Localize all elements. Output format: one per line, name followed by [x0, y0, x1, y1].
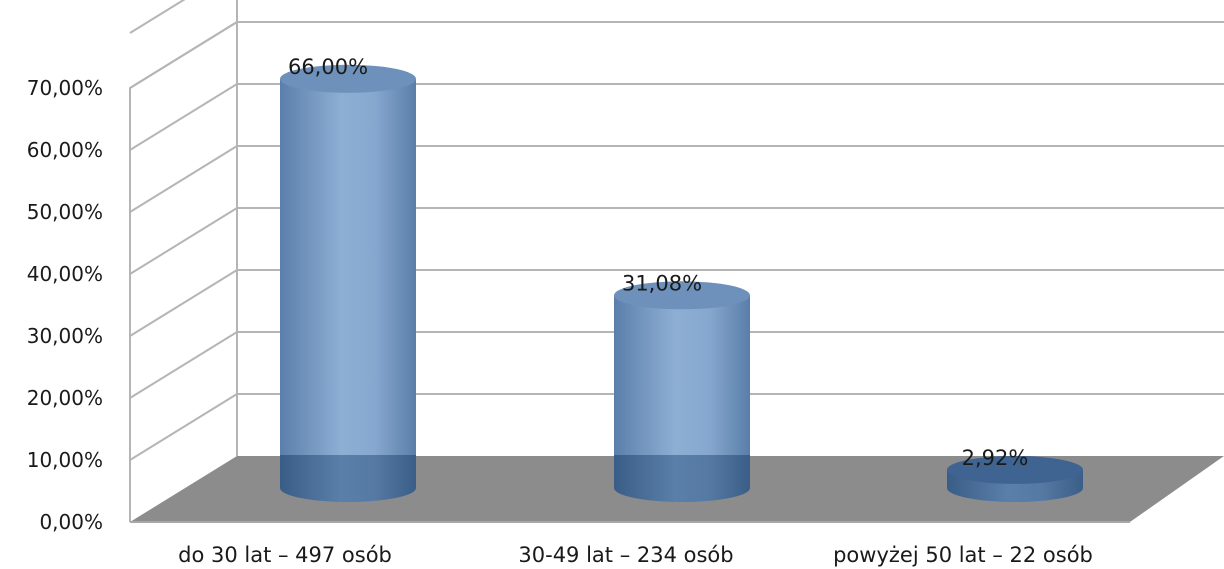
bar-body-shadowed	[614, 455, 750, 502]
data-label: 31,08%	[622, 271, 702, 295]
bars-group	[280, 64, 1083, 502]
bar-3	[947, 455, 1083, 502]
bar-body	[614, 295, 750, 455]
y-tick-label: 40,00%	[27, 262, 103, 286]
gridline-side	[129, 83, 238, 151]
gridline-side	[129, 145, 238, 213]
x-category-label: 30-49 lat – 234 osób	[518, 543, 733, 567]
bar-body	[280, 78, 416, 455]
gridline-side	[129, 331, 238, 399]
bar-top	[614, 281, 750, 310]
y-tick-label: 20,00%	[27, 386, 103, 410]
x-axis-category-labels: do 30 lat – 497 osób 30-49 lat – 234 osób…	[178, 543, 1093, 567]
y-tick-label: 10,00%	[27, 448, 103, 472]
y-tick-label: 0,00%	[39, 510, 103, 534]
gridline-side	[129, 21, 238, 89]
y-tick-label: 30,00%	[27, 324, 103, 348]
bar-1	[280, 64, 416, 502]
bar-2	[614, 281, 750, 502]
y-axis-tick-labels: 0,00% 10,00% 20,00% 30,00% 40,00% 50,00% 60,00…	[27, 76, 103, 534]
y-tick-label: 70,00%	[27, 76, 103, 100]
bar-top	[947, 455, 1083, 484]
data-labels: 66,00% 31,08% 2,92%	[288, 55, 1028, 470]
x-category-label: powyżej 50 lat – 22 osób	[833, 543, 1093, 567]
data-label: 66,00%	[288, 55, 368, 79]
side-wall-top-edge	[129, 0, 186, 34]
gridline-side	[129, 269, 238, 337]
y-tick-label: 60,00%	[27, 138, 103, 162]
x-category-label: do 30 lat – 497 osób	[178, 543, 392, 567]
data-label: 2,92%	[962, 446, 1029, 470]
bar-top	[280, 64, 416, 93]
gridline-side	[129, 393, 238, 461]
bar-body-shadowed	[280, 455, 416, 502]
gridline-side	[129, 207, 238, 275]
y-tick-label: 50,00%	[27, 200, 103, 224]
